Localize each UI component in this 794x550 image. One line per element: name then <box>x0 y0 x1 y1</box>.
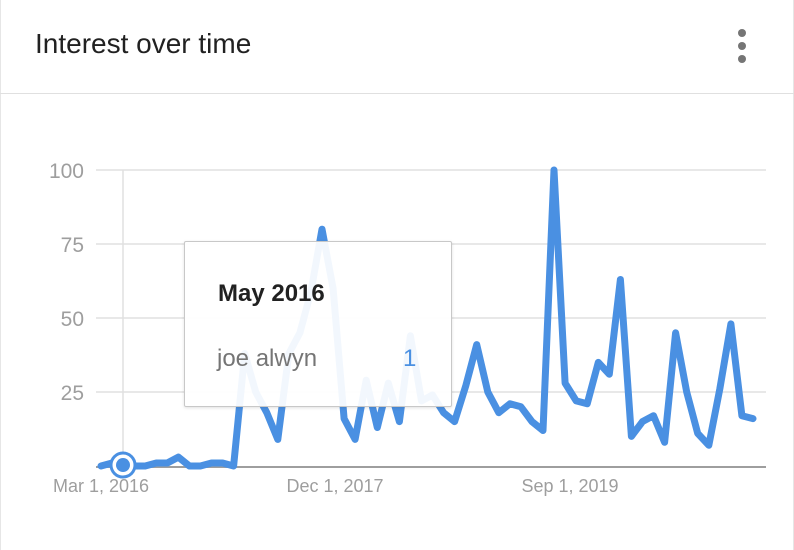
card-left-border <box>0 0 1 550</box>
menu-dot <box>738 55 746 63</box>
x-tick-label: Mar 1, 2016 <box>53 476 149 496</box>
tooltip-term: joe alwyn <box>217 345 318 372</box>
x-tick-label: Dec 1, 2017 <box>286 476 383 496</box>
y-tick-label: 50 <box>61 308 84 331</box>
menu-dot <box>738 29 746 37</box>
tooltip-date: May 2016 <box>218 280 325 307</box>
y-tick-label: 75 <box>61 234 84 257</box>
card-title: Interest over time <box>35 28 252 59</box>
x-tick-labels: Mar 1, 2016 Dec 1, 2017 Sep 1, 2019 <box>53 476 619 496</box>
data-tooltip: May 2016 joe alwyn 1 <box>184 241 452 407</box>
highlight-point[interactable] <box>116 458 130 473</box>
card-header: Interest over time <box>0 0 794 94</box>
tooltip-value: 1 <box>403 345 417 372</box>
y-tick-label: 25 <box>61 382 84 405</box>
y-tick-labels: 25 50 75 100 <box>49 160 84 405</box>
x-tick-label: Sep 1, 2019 <box>521 476 618 496</box>
menu-dot <box>738 42 746 50</box>
highlight-marker <box>109 451 137 479</box>
y-tick-label: 100 <box>49 160 84 183</box>
more-vert-icon[interactable] <box>728 26 756 66</box>
